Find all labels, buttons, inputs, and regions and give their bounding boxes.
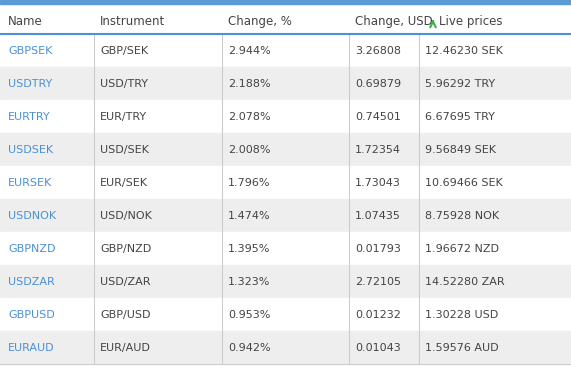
Text: 1.474%: 1.474%: [228, 211, 271, 221]
Text: GBP/USD: GBP/USD: [100, 310, 151, 320]
Text: Instrument: Instrument: [100, 15, 165, 28]
Bar: [0, 265, 571, 298]
Text: 1.07435: 1.07435: [355, 211, 401, 221]
Text: 10.69466 SEK: 10.69466 SEK: [425, 178, 502, 188]
Text: 12.46230 SEK: 12.46230 SEK: [425, 46, 503, 56]
Bar: [0, 34, 571, 67]
Bar: [0, 331, 571, 364]
Text: USD/NOK: USD/NOK: [100, 211, 152, 221]
Text: EURSEK: EURSEK: [8, 178, 53, 188]
Text: EURAUD: EURAUD: [8, 343, 55, 353]
Bar: [0, 4, 571, 34]
Text: EUR/AUD: EUR/AUD: [100, 343, 151, 353]
Text: 0.953%: 0.953%: [228, 310, 271, 320]
Bar: [0, 67, 571, 100]
Text: EUR/SEK: EUR/SEK: [100, 178, 148, 188]
Text: USDTRY: USDTRY: [8, 79, 53, 89]
Text: 5.96292 TRY: 5.96292 TRY: [425, 79, 495, 89]
Text: 2.944%: 2.944%: [228, 46, 271, 56]
Text: 1.73043: 1.73043: [355, 178, 401, 188]
Text: 2.188%: 2.188%: [228, 79, 271, 89]
Text: 1.96672 NZD: 1.96672 NZD: [425, 244, 499, 254]
Text: 2.008%: 2.008%: [228, 145, 271, 155]
Text: GBPSEK: GBPSEK: [8, 46, 53, 56]
Text: 1.796%: 1.796%: [228, 178, 271, 188]
Text: USD/TRY: USD/TRY: [100, 79, 148, 89]
Text: Change, %: Change, %: [228, 15, 292, 28]
Text: USD/SEK: USD/SEK: [100, 145, 149, 155]
Bar: [0, 0, 571, 4]
Text: EURTRY: EURTRY: [8, 112, 51, 122]
Text: Change, USD: Change, USD: [355, 15, 433, 28]
Text: 2.078%: 2.078%: [228, 112, 271, 122]
Text: 1.72354: 1.72354: [355, 145, 401, 155]
Bar: [0, 133, 571, 166]
Bar: [0, 232, 571, 265]
Text: 1.323%: 1.323%: [228, 277, 271, 287]
Text: 0.01043: 0.01043: [355, 343, 401, 353]
Text: 0.01232: 0.01232: [355, 310, 401, 320]
Text: 8.75928 NOK: 8.75928 NOK: [425, 211, 499, 221]
Bar: [0, 199, 571, 232]
Text: USDNOK: USDNOK: [8, 211, 56, 221]
Text: GBP/NZD: GBP/NZD: [100, 244, 151, 254]
Text: 6.67695 TRY: 6.67695 TRY: [425, 112, 495, 122]
Text: 1.30228 USD: 1.30228 USD: [425, 310, 498, 320]
Text: Name: Name: [8, 15, 43, 28]
Text: 2.72105: 2.72105: [355, 277, 401, 287]
Text: 3.26808: 3.26808: [355, 46, 401, 56]
Bar: [0, 100, 571, 133]
Bar: [0, 298, 571, 331]
Text: 0.74501: 0.74501: [355, 112, 401, 122]
Text: 14.52280 ZAR: 14.52280 ZAR: [425, 277, 505, 287]
Text: 9.56849 SEK: 9.56849 SEK: [425, 145, 496, 155]
Text: 0.942%: 0.942%: [228, 343, 271, 353]
Text: EUR/TRY: EUR/TRY: [100, 112, 147, 122]
Text: USD/ZAR: USD/ZAR: [100, 277, 151, 287]
Text: 1.395%: 1.395%: [228, 244, 271, 254]
Bar: [0, 166, 571, 199]
Text: 0.69879: 0.69879: [355, 79, 401, 89]
Text: GBPNZD: GBPNZD: [8, 244, 55, 254]
Text: USDSEK: USDSEK: [8, 145, 53, 155]
Text: USDZAR: USDZAR: [8, 277, 55, 287]
Text: 1.59576 AUD: 1.59576 AUD: [425, 343, 498, 353]
Text: GBP/SEK: GBP/SEK: [100, 46, 148, 56]
Text: 0.01793: 0.01793: [355, 244, 401, 254]
Text: GBPUSD: GBPUSD: [8, 310, 55, 320]
Text: Live prices: Live prices: [439, 15, 502, 28]
